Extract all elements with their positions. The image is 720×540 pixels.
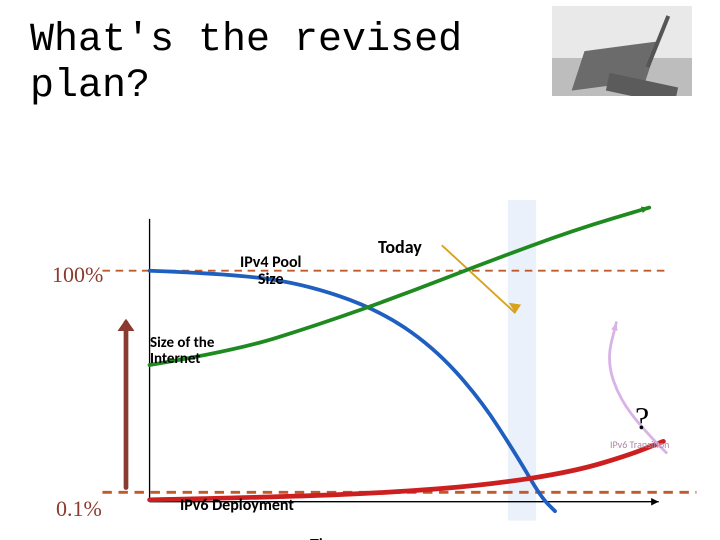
x-axis-label: Time: [310, 534, 346, 540]
y-label-0: 0.1%: [56, 496, 102, 522]
slide-title: What's the revised plan?: [30, 18, 462, 110]
corner-photo: [552, 6, 692, 96]
question-mark: ?: [635, 400, 649, 437]
today-label: Today: [378, 236, 422, 258]
ipv4-pool-label: IPv4 Pool Size: [240, 255, 301, 289]
ipv6-deployment-label: IPv6 Deployment: [180, 496, 294, 515]
y-label-100: 100%: [52, 262, 103, 288]
transition-chart: 100% 0.1% Today IPv4 Pool Size Size of t…: [70, 200, 690, 480]
ipv6-transition-label: IPv6 Transition: [610, 438, 669, 451]
internet-size-label: Size of the Internet: [150, 336, 214, 368]
